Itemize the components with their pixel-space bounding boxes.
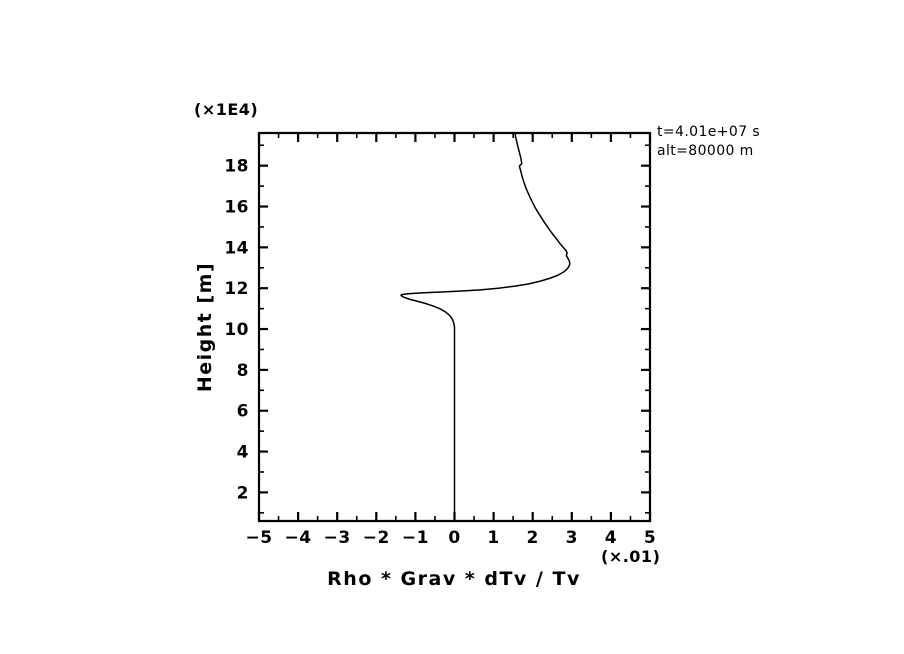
x-tick-label: −5: [245, 528, 272, 548]
x-axis-title: Rho * Grav * dTv / Tv: [327, 568, 581, 590]
y-tick-label: 6: [237, 402, 249, 422]
x-tick-label: 0: [448, 528, 460, 548]
y-axis-title: Height [m]: [194, 262, 216, 392]
y-tick-label: 8: [237, 361, 249, 381]
x-tick-label: −3: [324, 528, 351, 548]
x-tick-label: 3: [566, 528, 578, 548]
x-tick-label: −1: [402, 528, 429, 548]
y-tick-label: 14: [224, 238, 249, 258]
x-axis-tick-labels: −5 −4 −3 −2 −1 0 1 2 3 4 5: [245, 528, 656, 548]
y-axis-multiplier-label: (×1E4): [194, 100, 258, 119]
y-tick-label: 2: [237, 483, 249, 503]
y-tick-label: 12: [224, 279, 249, 299]
y-tick-label: 16: [224, 198, 249, 218]
annotation-time: t=4.01e+07 s: [657, 124, 760, 140]
annotation-altitude: alt=80000 m: [657, 143, 754, 159]
y-axis-tick-labels: 2 4 6 8 10 12 14 16 18: [224, 157, 249, 504]
y-tick-label: 18: [224, 157, 249, 177]
x-tick-label: 2: [527, 528, 539, 548]
x-tick-label: 1: [487, 528, 499, 548]
data-curve-line: [400, 132, 571, 522]
y-tick-label: 4: [237, 443, 249, 463]
x-tick-label: 5: [644, 528, 656, 548]
y-tick-label: 10: [224, 320, 249, 340]
x-tick-label: −2: [363, 528, 390, 548]
x-tick-label: −4: [285, 528, 312, 548]
x-axis-multiplier-label: (×.01): [601, 547, 660, 566]
data-series-group: [400, 132, 571, 522]
x-tick-label: 4: [605, 528, 617, 548]
